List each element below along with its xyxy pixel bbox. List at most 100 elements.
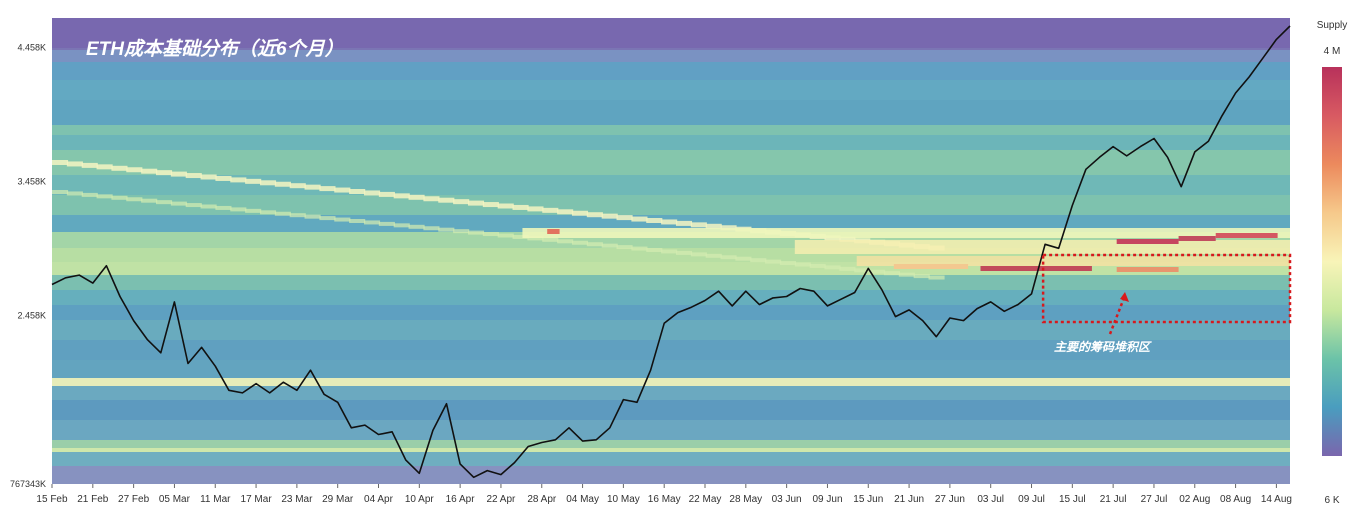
- heatmap-band: [542, 237, 559, 242]
- colorbar-title: Supply: [1317, 20, 1348, 31]
- highlight-box: [1041, 253, 1292, 324]
- heatmap-band: [690, 222, 707, 228]
- x-tick-label: 27 Jun: [935, 494, 965, 505]
- hot-segment: [1215, 233, 1278, 238]
- heatmap-band: [705, 253, 722, 258]
- heatmap-band: [334, 217, 351, 222]
- heatmap-band: [363, 220, 381, 225]
- hot-segments: [547, 229, 1278, 272]
- heatmap-band: [230, 177, 247, 183]
- heatmap-band: [52, 452, 1290, 466]
- heatmap-band: [839, 236, 856, 242]
- heatmap-band: [586, 242, 603, 247]
- y-tick-label: 3.458K: [17, 177, 46, 187]
- heatmap-band: [334, 187, 351, 193]
- heatmap-band: [467, 200, 485, 206]
- heatmap-band: [378, 221, 395, 226]
- heatmap-band: [522, 228, 1290, 238]
- heatmap-band: [453, 229, 470, 234]
- heatmap-band: [52, 320, 1290, 340]
- heatmap-band: [631, 246, 648, 251]
- x-tick-label: 28 Apr: [527, 494, 557, 505]
- x-tick-label: 21 Jun: [894, 494, 924, 505]
- heatmap-bands: [52, 18, 1290, 484]
- heatmap-band: [393, 223, 410, 228]
- heatmap-band: [839, 266, 856, 271]
- heatmap-band: [705, 223, 722, 229]
- hot-segment: [893, 264, 969, 269]
- heatmap-band: [661, 219, 678, 225]
- hot-segment: [980, 266, 1092, 271]
- heatmap-band: [52, 420, 1290, 440]
- heatmap-band: [571, 210, 589, 216]
- heatmap-band: [408, 224, 425, 229]
- heatmap-band: [735, 256, 752, 261]
- x-tick-label: 10 Apr: [405, 494, 435, 505]
- heatmap-band: [215, 205, 232, 210]
- heatmap-band: [52, 305, 1290, 320]
- heatmap-band: [690, 252, 707, 257]
- x-tick-label: 21 Jul: [1100, 494, 1127, 505]
- heatmap-band: [289, 213, 306, 218]
- heatmap-band: [141, 198, 158, 203]
- y-tick-label: 4.458K: [17, 43, 46, 53]
- heatmap-band: [928, 275, 945, 280]
- heatmap-band: [527, 236, 544, 241]
- heatmap-band: [230, 207, 247, 212]
- x-tick-label: 08 Aug: [1220, 494, 1251, 505]
- heatmap-band: [215, 175, 232, 181]
- heatmap-band: [52, 378, 1290, 386]
- price-line: [51, 25, 1291, 479]
- heatmap-band: [155, 170, 173, 176]
- x-axis: 15 Feb 21 Feb 27 Feb 05 Mar 11 Mar 17 Mar 23 M…: [36, 484, 1292, 505]
- heatmap-band: [52, 150, 1290, 175]
- heatmap-band: [423, 226, 440, 231]
- x-tick-label: 03 Jun: [772, 494, 802, 505]
- heatmap-band: [482, 232, 499, 237]
- x-tick-label: 27 Feb: [118, 494, 150, 505]
- heatmap-band: [304, 184, 321, 190]
- heatmap-band: [259, 210, 277, 215]
- x-tick-label: 22 May: [689, 494, 722, 505]
- heatmap-band: [185, 203, 202, 208]
- colorbar-min-label: 6 K: [1324, 495, 1339, 506]
- heatmap-band: [141, 168, 158, 174]
- heatmap-band: [289, 183, 306, 189]
- heatmap-band: [854, 268, 871, 273]
- heatmap-band: [185, 173, 202, 179]
- heatmap-band: [52, 275, 1290, 290]
- heatmap-band: [586, 212, 603, 218]
- heatmap-band: [750, 258, 767, 263]
- y-tick-label: 767343K: [10, 479, 46, 489]
- heatmap-band: [542, 207, 559, 213]
- heatmap-band: [52, 50, 1290, 62]
- heatmap-band: [52, 160, 69, 165]
- heatmap-band: [126, 167, 143, 173]
- heatmap-band: [883, 271, 901, 276]
- heatmap-band: [349, 189, 366, 194]
- heatmap-band: [571, 240, 589, 245]
- x-tick-label: 15 Feb: [36, 494, 68, 505]
- heatmap-band: [96, 164, 113, 170]
- heatmap-band: [856, 256, 1290, 266]
- x-tick-label: 16 May: [648, 494, 681, 505]
- heatmap-band: [765, 259, 782, 264]
- heatmap-band: [438, 227, 455, 232]
- heatmap-band: [616, 245, 633, 250]
- heatmap-band: [245, 208, 262, 213]
- heatmap-band: [646, 248, 663, 252]
- heatmap-band: [274, 211, 291, 216]
- x-tick-label: 05 Mar: [159, 494, 191, 505]
- hot-segment: [547, 229, 560, 234]
- heatmap-band: [200, 204, 217, 209]
- heatmap-band: [809, 263, 826, 268]
- heatmap-band: [52, 195, 1290, 215]
- heatmap-band: [52, 80, 1290, 100]
- heatmap-band: [408, 194, 425, 200]
- heatmap-band: [66, 161, 83, 167]
- hot-segment: [1116, 239, 1179, 244]
- x-tick-label: 15 Jun: [853, 494, 883, 505]
- x-tick-label: 10 May: [607, 494, 640, 505]
- heatmap-band: [497, 203, 514, 209]
